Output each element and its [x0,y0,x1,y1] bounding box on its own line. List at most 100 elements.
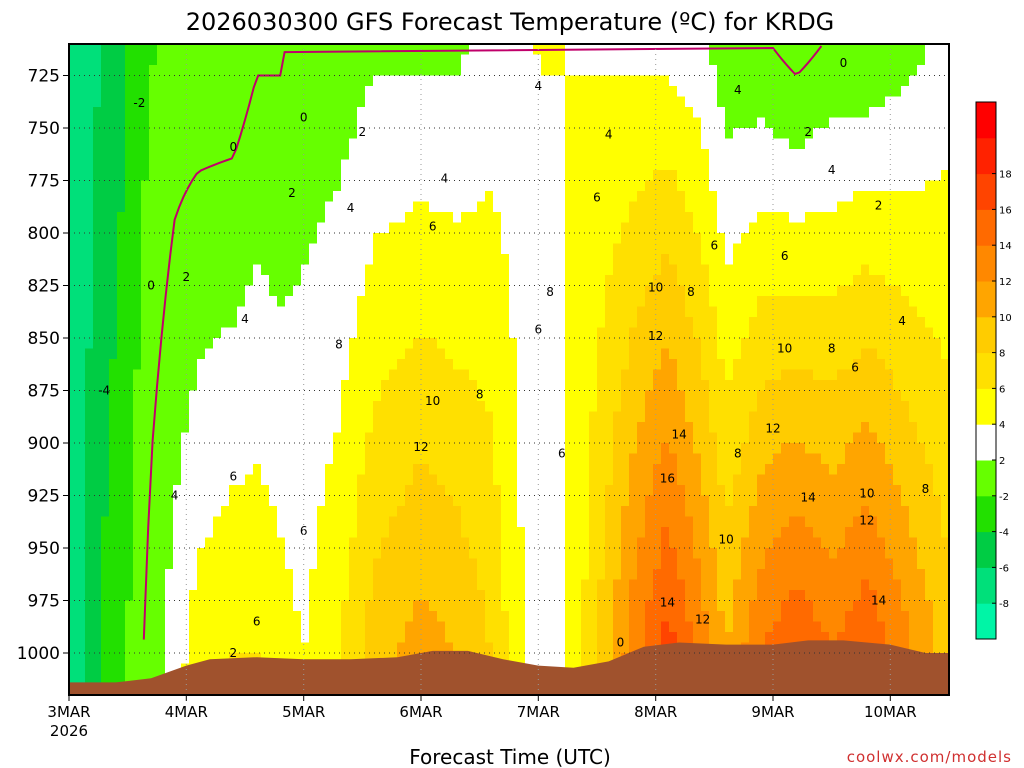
temperature-cell [677,569,686,581]
temperature-cell [301,495,310,507]
temperature-cell [221,632,230,644]
temperature-cell [541,569,550,581]
temperature-cell [85,443,94,455]
temperature-cell [421,527,430,539]
temperature-cell [493,75,502,87]
temperature-cell [477,317,486,329]
temperature-cell [325,191,334,203]
temperature-cell [205,117,214,129]
temperature-cell [325,590,334,602]
temperature-cell [317,275,326,287]
temperature-cell [349,642,358,654]
temperature-cell [413,44,422,56]
temperature-cell [101,569,110,581]
temperature-cell [525,212,534,224]
temperature-cell [101,558,110,570]
temperature-cell [365,548,374,560]
temperature-cell [597,590,606,602]
temperature-cell [581,107,590,119]
temperature-cell [661,537,670,549]
temperature-cell [557,128,566,140]
temperature-cell [509,359,518,371]
temperature-cell [373,338,382,350]
temperature-cell [197,516,206,528]
temperature-cell [77,579,86,591]
temperature-cell [269,44,278,56]
temperature-cell [501,117,510,129]
temperature-cell [117,359,126,371]
temperature-cell [165,180,174,192]
temperature-cell [597,117,606,129]
temperature-cell [101,180,110,192]
temperature-cell [549,264,558,276]
temperature-cell [293,495,302,507]
temperature-cell [653,264,662,276]
temperature-cell [301,548,310,560]
temperature-cell [133,359,142,371]
temperature-cell [93,579,102,591]
temperature-cell [77,590,86,602]
temperature-cell [437,138,446,150]
temperature-cell [549,359,558,371]
temperature-cell [269,537,278,549]
temperature-cell [429,275,438,287]
temperature-cell [149,54,158,66]
temperature-cell [453,212,462,224]
temperature-cell [309,359,318,371]
temperature-cell [93,474,102,486]
temperature-cell [173,464,182,476]
temperature-cell [541,369,550,381]
temperature-cell [405,443,414,455]
temperature-cell [205,548,214,560]
temperature-cell [685,569,694,581]
temperature-cell [229,96,238,108]
temperature-cell [437,170,446,182]
temperature-cell [413,464,422,476]
temperature-cell [685,558,694,570]
temperature-cell [453,117,462,129]
temperature-cell [173,180,182,192]
temperature-cell [653,327,662,339]
temperature-cell [477,642,486,654]
temperature-cell [549,317,558,329]
temperature-cell [85,149,94,161]
temperature-cell [629,558,638,570]
temperature-cell [397,579,406,591]
temperature-cell [109,44,118,56]
temperature-cell [701,537,710,549]
temperature-cell [133,138,142,150]
temperature-cell [381,474,390,486]
temperature-cell [397,558,406,570]
temperature-cell [701,422,710,434]
temperature-cell [365,149,374,161]
temperature-cell [525,338,534,350]
temperature-cell [413,243,422,255]
temperature-cell [125,390,134,402]
temperature-cell [181,506,190,518]
temperature-cell [661,296,670,308]
temperature-cell [525,506,534,518]
temperature-cell [85,663,94,675]
temperature-cell [117,443,126,455]
temperature-cell [365,411,374,423]
temperature-cell [157,537,166,549]
temperature-cell [213,537,222,549]
temperature-cell [117,600,126,612]
temperature-cell [525,159,534,171]
temperature-cell [637,317,646,329]
temperature-cell [261,369,270,381]
temperature-cell [301,138,310,150]
temperature-cell [509,506,518,518]
temperature-cell [213,138,222,150]
temperature-cell [677,600,686,612]
temperature-cell [189,422,198,434]
temperature-cell [421,443,430,455]
temperature-cell [237,642,246,654]
temperature-cell [469,275,478,287]
temperature-cell [557,443,566,455]
temperature-cell [501,306,510,318]
temperature-cell [149,390,158,402]
temperature-cell [469,54,478,66]
temperature-cell [221,317,230,329]
temperature-cell [525,590,534,602]
